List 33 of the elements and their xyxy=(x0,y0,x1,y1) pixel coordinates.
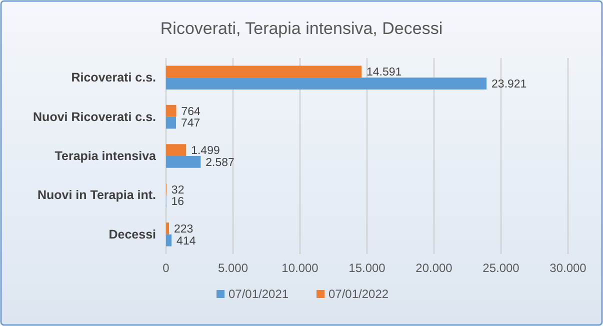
x-tick-label: 30.000 xyxy=(550,261,587,275)
y-tick-label: Ricoverati c.s. xyxy=(71,70,156,85)
bar xyxy=(166,234,172,246)
bar xyxy=(166,116,176,129)
data-label: 223 xyxy=(174,223,194,236)
data-label: 764 xyxy=(181,106,202,118)
x-tick-label: 5.000 xyxy=(218,261,248,275)
x-tick-label: 25.000 xyxy=(482,261,520,275)
data-label: 1.499 xyxy=(191,145,220,158)
legend-label: 07/01/2021 xyxy=(228,287,289,301)
data-label: 16 xyxy=(171,196,184,208)
data-label: 414 xyxy=(176,235,196,248)
data-label: 23.921 xyxy=(492,78,527,91)
bar xyxy=(166,156,201,168)
y-tick-label: Nuovi Ricoverati c.s. xyxy=(33,110,156,124)
bar xyxy=(166,104,176,117)
x-tick-label: 20.000 xyxy=(416,261,453,275)
legend-label: 07/01/2022 xyxy=(328,287,389,301)
data-label: 747 xyxy=(181,118,200,130)
y-tick-label: Terapia intensiva xyxy=(54,149,158,163)
chart-title: Ricoverati, Terapia intensiva, Decessi xyxy=(160,19,443,38)
data-label: 2.587 xyxy=(206,156,234,169)
data-label: 14.591 xyxy=(366,66,402,79)
y-tick-label: Nuovi in Terapia int. xyxy=(37,188,156,202)
bar xyxy=(166,66,362,78)
x-tick-label: 15.000 xyxy=(348,261,386,275)
bar xyxy=(166,144,186,156)
x-tick-label: 0 xyxy=(162,261,170,275)
bar xyxy=(166,222,169,234)
x-tick-label: 10.000 xyxy=(282,261,319,275)
y-tick-label: Decessi xyxy=(108,227,156,242)
data-label: 32 xyxy=(171,184,184,196)
bar xyxy=(166,78,487,90)
